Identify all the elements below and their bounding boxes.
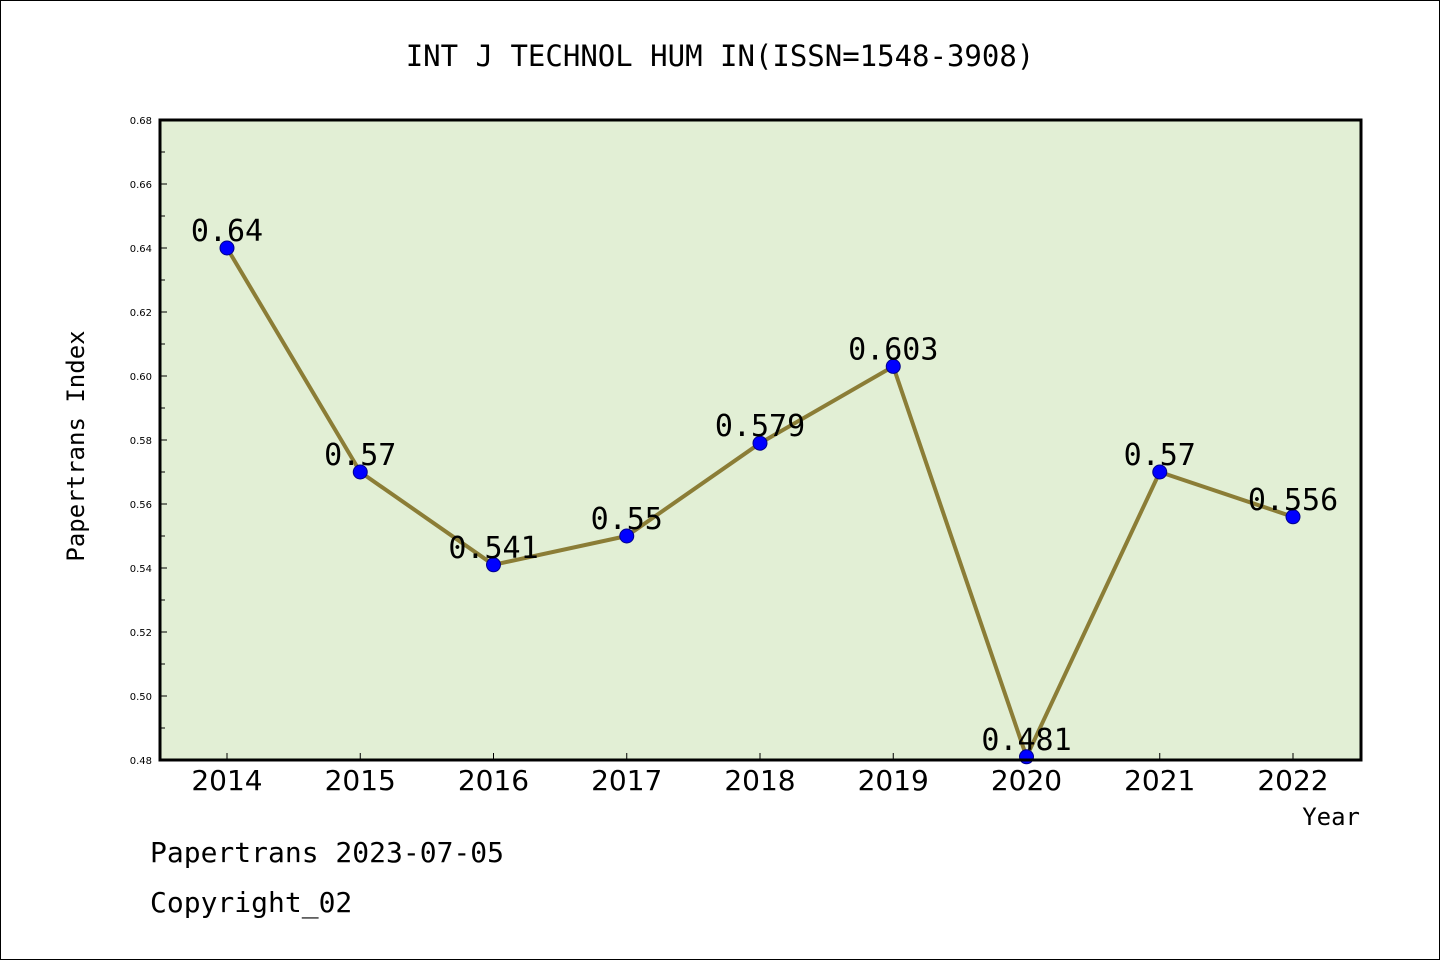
- chart-title: INT J TECHNOL HUM IN(ISSN=1548-3908): [406, 39, 1035, 73]
- data-label: 0.55: [591, 502, 663, 537]
- y-axis-label: Papertrans Index: [62, 330, 90, 561]
- x-tick-label: 2014: [191, 764, 262, 797]
- data-label: 0.579: [715, 409, 805, 444]
- y-tick-label: 0.54: [130, 564, 152, 575]
- data-point: [619, 528, 635, 544]
- y-tick-label: 0.56: [130, 500, 152, 511]
- y-tick-label: 0.52: [130, 628, 152, 639]
- footer-date: Papertrans 2023-07-05: [150, 836, 505, 869]
- y-tick-label: 0.66: [130, 180, 152, 191]
- x-tick-label: 2017: [591, 764, 662, 797]
- y-tick-label: 0.64: [130, 244, 152, 255]
- data-point: [1152, 464, 1168, 480]
- y-tick-label: 0.62: [130, 308, 152, 319]
- data-point: [219, 240, 235, 256]
- data-point: [486, 557, 501, 573]
- x-tick-label: 2020: [991, 764, 1062, 797]
- data-label: 0.603: [848, 332, 938, 367]
- x-tick-label: 2019: [858, 764, 929, 797]
- x-tick-label: 2018: [724, 764, 795, 797]
- y-tick-label: 0.68: [130, 116, 152, 127]
- x-tick-label: 2022: [1257, 764, 1328, 797]
- data-label: 0.64: [191, 214, 263, 249]
- data-point: [885, 358, 901, 374]
- y-tick-label: 0.48: [130, 756, 152, 767]
- y-tick-label: 0.60: [130, 372, 152, 383]
- data-point: [352, 464, 368, 480]
- data-label: 0.57: [1124, 438, 1196, 473]
- data-label: 0.556: [1248, 483, 1338, 518]
- data-label: 0.57: [324, 438, 396, 473]
- x-axis-label: Year: [1302, 803, 1360, 831]
- data-point: [752, 435, 768, 451]
- x-tick-label: 2016: [458, 764, 529, 797]
- y-tick-label: 0.58: [130, 436, 152, 447]
- data-point: [1285, 509, 1301, 525]
- x-tick-label: 2015: [325, 764, 396, 797]
- data-label: 0.541: [448, 531, 538, 566]
- data-label: 0.481: [981, 723, 1071, 758]
- plot-border: [158, 118, 1363, 762]
- data-labels: 0.64 0.57 0.541 0.55 0.579 0.603 0.481 0.57 0.55…: [191, 214, 1338, 758]
- footer-copyright: Copyright_02: [150, 886, 353, 919]
- x-tick-label: 2021: [1124, 764, 1195, 797]
- y-tick-label: 0.50: [130, 692, 152, 703]
- x-axis-ticks: 2014 2015 2016 2017 2018 2019 2020 2021 2022: [191, 753, 1329, 797]
